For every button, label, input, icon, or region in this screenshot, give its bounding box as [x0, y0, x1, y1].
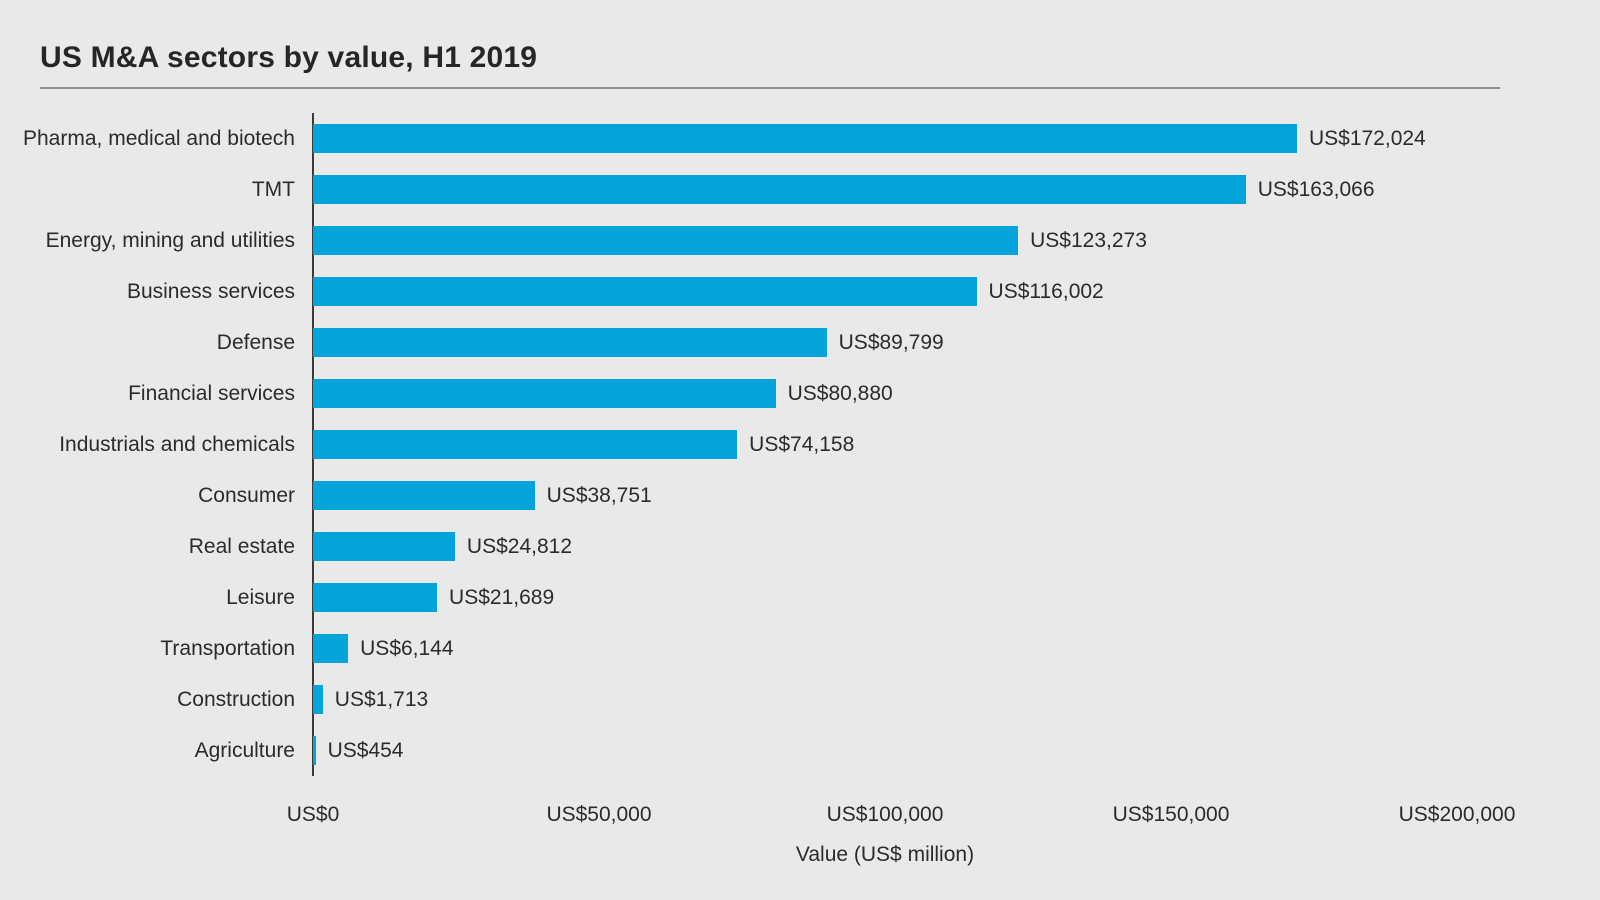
bar-track: US$74,158: [313, 419, 1600, 470]
title-divider: [40, 87, 1500, 89]
value-label: US$1,713: [334, 687, 429, 711]
category-label: Construction: [177, 687, 295, 711]
bar-track: US$116,002: [313, 266, 1600, 317]
bar-track: US$6,144: [313, 623, 1600, 674]
bar-row: Pharma, medical and biotech US$172,024: [0, 113, 1600, 164]
bar-row: Transportation US$6,144: [0, 623, 1600, 674]
bar: [313, 634, 349, 663]
bar-row: Energy, mining and utilities US$123,273: [0, 215, 1600, 266]
bar-track: US$454: [313, 725, 1600, 776]
bar-row: Leisure US$21,689: [0, 572, 1600, 623]
bar-row: Real estate US$24,812: [0, 521, 1600, 572]
value-label: US$74,158: [749, 432, 855, 456]
x-tick-label: US$150,000: [1112, 803, 1230, 826]
bar: [313, 583, 438, 612]
x-axis-title: Value (US$ million): [795, 843, 975, 866]
category-label: Business services: [126, 279, 295, 303]
bar-track: US$80,880: [313, 368, 1600, 419]
category-label: Transportation: [160, 636, 295, 660]
category-label: Pharma, medical and biotech: [23, 126, 295, 150]
bar: [313, 277, 977, 306]
bar-rows: Pharma, medical and biotech US$172,024 TMT…: [0, 113, 1600, 776]
value-label: US$163,066: [1257, 177, 1375, 201]
bar: [313, 124, 1297, 153]
bar-track: US$172,024: [313, 113, 1600, 164]
category-label: Defense: [216, 330, 295, 354]
x-tick-label: US$50,000: [546, 803, 652, 826]
bar: [313, 226, 1019, 255]
bar: [313, 685, 323, 714]
bar-track: US$21,689: [313, 572, 1600, 623]
x-tick-label: US$0: [286, 803, 340, 826]
value-label: US$454: [327, 738, 404, 762]
bar: [313, 379, 776, 408]
value-label: US$24,812: [466, 534, 573, 558]
x-tick-label: US$100,000: [826, 803, 944, 826]
bar: [313, 175, 1246, 204]
bar-track: US$89,799: [313, 317, 1600, 368]
bar-track: US$38,751: [313, 470, 1600, 521]
bar-row: Business services US$116,002: [0, 266, 1600, 317]
category-label: Agriculture: [194, 738, 295, 762]
value-label: US$38,751: [546, 483, 652, 507]
value-label: US$89,799: [838, 330, 944, 354]
bar-track: US$24,812: [313, 521, 1600, 572]
plot-area: Pharma, medical and biotech US$172,024 TMT…: [0, 113, 1600, 883]
bar-track: US$123,273: [313, 215, 1600, 266]
bar: [313, 481, 535, 510]
x-tick-label: US$200,000: [1398, 803, 1516, 826]
bar-track: US$163,066: [313, 164, 1600, 215]
value-label: US$80,880: [787, 381, 893, 405]
category-label: Financial services: [128, 381, 295, 405]
bar-row: TMT US$163,066: [0, 164, 1600, 215]
chart-title: US M&A sectors by value, H1 2019: [40, 41, 538, 74]
bar-row: Defense US$89,799: [0, 317, 1600, 368]
value-label: US$21,689: [449, 585, 555, 609]
category-label: Consumer: [198, 483, 295, 507]
bar-track: US$1,713: [313, 674, 1600, 725]
category-label: Real estate: [188, 534, 295, 558]
category-label: Leisure: [226, 585, 295, 609]
bar: [313, 328, 827, 357]
category-label: Energy, mining and utilities: [45, 228, 295, 252]
bar: [313, 430, 738, 459]
bar-row: Financial services US$80,880: [0, 368, 1600, 419]
bar-row: Industrials and chemicals US$74,158: [0, 419, 1600, 470]
bar-row: Consumer US$38,751: [0, 470, 1600, 521]
bar-row: Agriculture US$454: [0, 725, 1600, 776]
bar: [313, 532, 455, 561]
category-label: TMT: [251, 177, 295, 201]
value-label: US$172,024: [1308, 126, 1426, 150]
bar: [313, 736, 316, 765]
category-label: Industrials and chemicals: [59, 432, 295, 456]
bar-row: Construction US$1,713: [0, 674, 1600, 725]
value-label: US$116,002: [988, 279, 1104, 303]
value-label: US$123,273: [1030, 228, 1147, 252]
value-label: US$6,144: [360, 636, 454, 660]
